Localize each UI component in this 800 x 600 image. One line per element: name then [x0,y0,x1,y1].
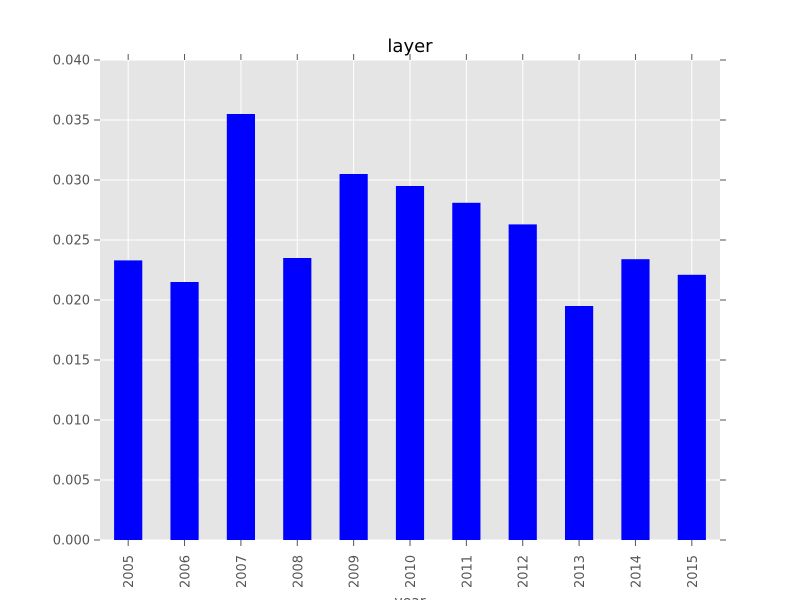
x-tick-label: 2007 [235,555,250,588]
bar-2013 [565,306,594,540]
bar-2014 [621,259,650,540]
bar-2007 [226,114,255,540]
y-tick-label: 0.040 [53,54,90,69]
x-tick-label: 2005 [122,555,137,588]
y-tick-label: 0.015 [53,354,90,369]
x-tick-label: 2009 [348,555,363,588]
x-tick-label: 2008 [291,555,306,588]
bar-2015 [677,274,706,540]
bar-2006 [170,282,199,540]
y-tick-labels: 0.000 0.005 0.010 0.015 0.020 0.025 0.030 0.035… [53,54,90,549]
x-tick-label: 2013 [573,555,588,588]
y-tick-label: 0.020 [53,294,90,309]
bar-2011 [452,202,481,541]
bar-2010 [395,186,425,540]
x-tick-label: 2012 [517,555,532,588]
y-tick-label: 0.005 [53,474,90,489]
x-tick-labels: 2005 2006 2007 2008 2009 2010 2011 2012 2013 2014… [122,555,701,588]
y-tick-label: 0.000 [53,534,90,549]
x-tick-label: 2011 [460,555,475,588]
y-tick-label: 0.010 [53,414,90,429]
bar-2012 [508,224,537,540]
x-tick-label: 2014 [629,555,644,588]
bar-2005 [114,260,143,540]
bar-2009 [339,174,368,540]
x-tick-label: 2010 [404,555,419,588]
bar-2008 [283,258,312,540]
y-tick-label: 0.035 [53,114,90,129]
y-tick-label: 0.030 [53,174,90,189]
chart-title: layer [387,36,433,57]
x-axis-label: year [394,594,425,600]
x-tick-label: 2015 [686,555,701,588]
y-tick-label: 0.025 [53,234,90,249]
tick-marks [94,54,726,546]
bars [114,114,706,541]
x-tick-label: 2006 [179,555,194,588]
